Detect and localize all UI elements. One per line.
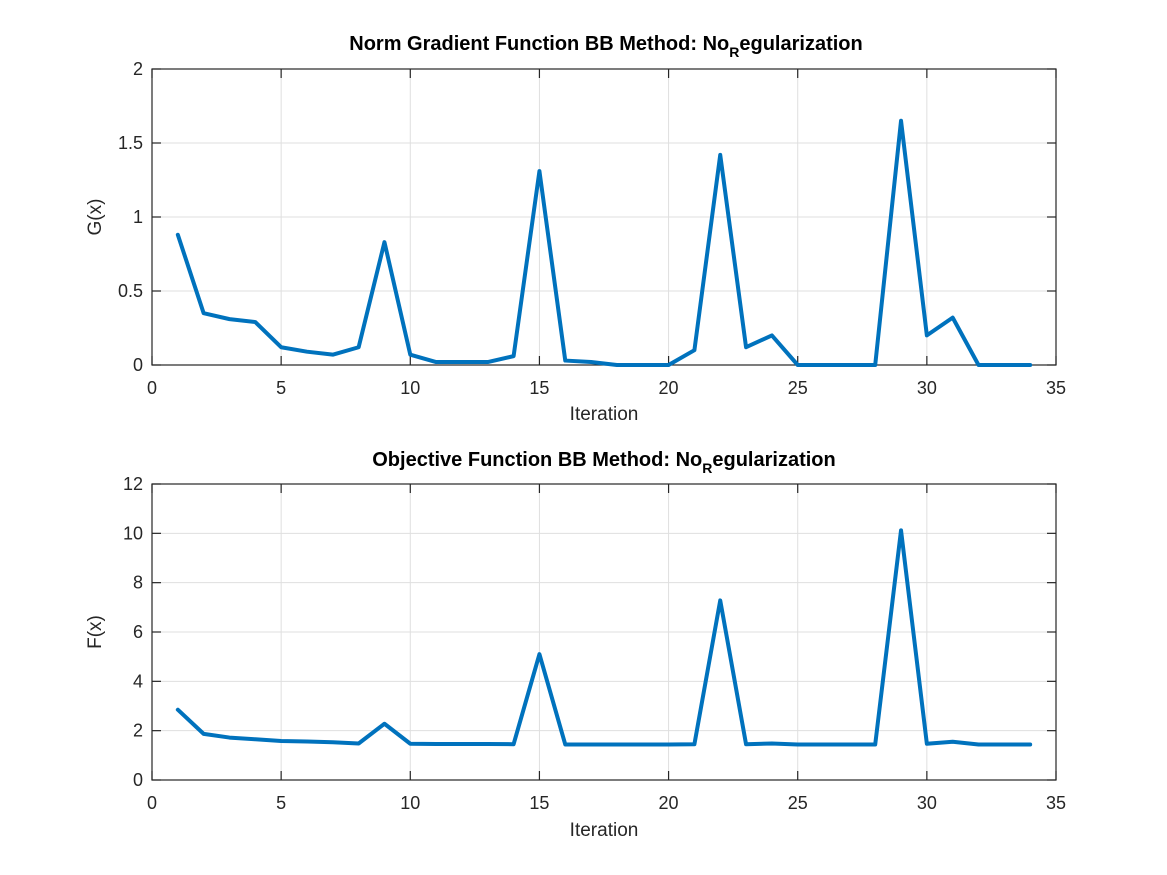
x-tick-label: 15	[529, 378, 549, 398]
title-subscript: R	[729, 44, 739, 60]
x-tick-label: 20	[659, 378, 679, 398]
title-subscript: R	[702, 460, 712, 476]
x-tick-label: 15	[529, 793, 549, 813]
grid	[152, 484, 1056, 780]
title-main: Norm Gradient Function BB Method: No	[349, 33, 729, 55]
series-line	[175, 528, 1033, 747]
y-tick-label: 0.5	[118, 281, 143, 301]
x-tick-label: 25	[788, 378, 808, 398]
objective-function-chart: Objective Function BB Method: NoRegulari…	[85, 449, 1066, 841]
x-tick-label: 30	[917, 793, 937, 813]
title-rest: egularization	[739, 33, 862, 55]
y-tick-label: 1.5	[118, 133, 143, 153]
chart-title: Norm Gradient Function BB Method: NoRegu…	[349, 33, 862, 60]
x-tick-label: 0	[147, 793, 157, 813]
x-tick-label: 0	[147, 378, 157, 398]
x-axis-label: Iteration	[570, 404, 639, 425]
x-axis-label: Iteration	[570, 820, 639, 841]
title-main: Objective Function BB Method: No	[372, 449, 702, 471]
x-tick-label: 10	[400, 793, 420, 813]
y-tick-label: 2	[133, 721, 143, 741]
x-tick-label: 5	[276, 378, 286, 398]
x-tick-label: 5	[276, 793, 286, 813]
ticks: 0 5 10 15 20 25 30 35 0 0.5 1 1.5 2	[118, 59, 1066, 398]
series	[175, 528, 1033, 747]
y-tick-label: 0	[133, 355, 143, 375]
gradient-norm-chart: Norm Gradient Function BB Method: NoRegu…	[85, 33, 1066, 425]
y-tick-label: 6	[133, 622, 143, 642]
y-tick-label: 8	[133, 573, 143, 593]
x-tick-label: 30	[917, 378, 937, 398]
title-rest: egularization	[712, 449, 835, 471]
x-tick-label: 35	[1046, 793, 1066, 813]
y-axis-label: F(x)	[85, 615, 106, 649]
chart-title: Objective Function BB Method: NoRegulari…	[372, 449, 835, 476]
series-line	[175, 118, 1033, 367]
x-tick-label: 25	[788, 793, 808, 813]
y-tick-label: 2	[133, 59, 143, 79]
y-tick-label: 12	[123, 474, 143, 494]
x-tick-label: 20	[659, 793, 679, 813]
y-tick-label: 4	[133, 671, 143, 691]
ticks: 0 5 10 15 20 25 30 35 0 2 4 6 8 10 12	[123, 474, 1066, 813]
y-tick-label: 10	[123, 523, 143, 543]
series	[175, 118, 1033, 367]
x-tick-label: 10	[400, 378, 420, 398]
y-tick-label: 1	[133, 207, 143, 227]
y-tick-label: 0	[133, 770, 143, 790]
x-tick-label: 35	[1046, 378, 1066, 398]
y-axis-label: G(x)	[85, 199, 106, 236]
